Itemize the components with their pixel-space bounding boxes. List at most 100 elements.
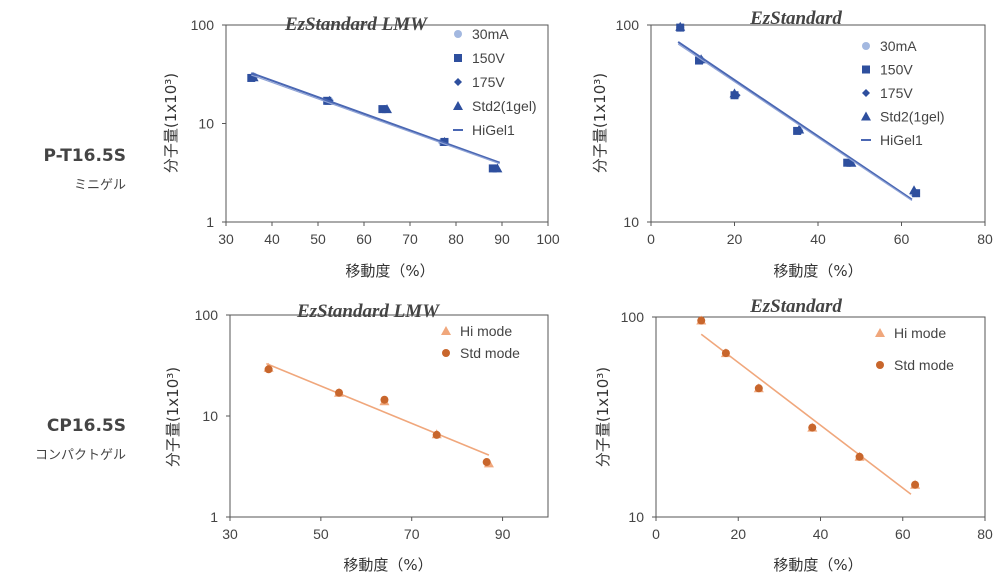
legend-marker bbox=[875, 328, 885, 337]
legend-label: Std mode bbox=[894, 357, 954, 373]
data-point bbox=[482, 458, 491, 467]
x-tick-label: 50 bbox=[313, 526, 329, 542]
x-tick-label: 80 bbox=[448, 231, 464, 247]
x-axis-title: 移動度（%） bbox=[343, 556, 432, 574]
y-tick-label: 10 bbox=[202, 408, 218, 424]
x-tick-label: 30 bbox=[218, 231, 234, 247]
data-point bbox=[335, 388, 344, 397]
y-tick-label: 100 bbox=[195, 307, 219, 323]
legend-label: 30mA bbox=[472, 26, 509, 42]
data-point bbox=[729, 88, 740, 98]
chart-title: EzStandard LMW bbox=[284, 14, 428, 35]
row-label-cp16-5s: CP16.5S コンパクトゲル bbox=[35, 416, 126, 463]
x-tick-label: 80 bbox=[977, 526, 993, 542]
data-point bbox=[754, 384, 763, 393]
legend-label: HiGel1 bbox=[880, 132, 923, 148]
x-tick-label: 50 bbox=[310, 231, 326, 247]
trend-line bbox=[266, 362, 490, 456]
trend-line bbox=[677, 41, 913, 201]
data-point bbox=[721, 349, 730, 358]
legend-label: Hi mode bbox=[894, 325, 946, 341]
y-tick-label: 10 bbox=[623, 214, 639, 230]
data-point bbox=[675, 21, 686, 31]
plot-area bbox=[655, 316, 986, 518]
x-tick-label: 0 bbox=[647, 231, 655, 247]
x-tick-label: 90 bbox=[495, 526, 511, 542]
data-point bbox=[432, 430, 441, 439]
data-point bbox=[855, 452, 864, 461]
y-tick-label: 100 bbox=[191, 17, 215, 33]
x-tick-label: 20 bbox=[727, 231, 743, 247]
data-point bbox=[264, 365, 273, 374]
x-tick-label: 60 bbox=[356, 231, 372, 247]
y-axis-title: 分子量(1x10³) bbox=[162, 73, 180, 173]
legend-label: Std2(1gel) bbox=[472, 98, 537, 114]
y-tick-label: 10 bbox=[628, 509, 644, 525]
data-point bbox=[380, 395, 389, 404]
y-tick-label: 1 bbox=[210, 509, 218, 525]
legend-marker bbox=[861, 111, 871, 121]
data-point bbox=[697, 316, 706, 325]
x-tick-label: 0 bbox=[652, 526, 660, 542]
y-tick-label: 10 bbox=[198, 116, 214, 132]
legend-marker bbox=[876, 361, 884, 369]
legend-label: HiGel1 bbox=[472, 122, 515, 138]
legend-marker bbox=[862, 65, 870, 74]
x-tick-label: 100 bbox=[536, 231, 560, 247]
x-tick-label: 20 bbox=[730, 526, 746, 542]
data-point bbox=[794, 124, 805, 134]
x-tick-label: 30 bbox=[222, 526, 238, 542]
x-tick-label: 70 bbox=[404, 526, 420, 542]
x-tick-label: 60 bbox=[895, 526, 911, 542]
chart-title: EzStandard bbox=[749, 8, 842, 29]
legend-marker bbox=[862, 89, 870, 97]
row-label-main: CP16.5S bbox=[46, 416, 126, 436]
legend-marker bbox=[454, 30, 462, 38]
legend-label: Hi mode bbox=[460, 323, 512, 339]
x-tick-label: 70 bbox=[402, 231, 418, 247]
legend-label: Std2(1gel) bbox=[880, 109, 945, 125]
chart-title: EzStandard bbox=[749, 296, 842, 317]
x-tick-label: 40 bbox=[810, 231, 826, 247]
data-point bbox=[248, 72, 259, 82]
data-point bbox=[911, 480, 920, 489]
x-axis-title: 移動度（%） bbox=[773, 556, 862, 574]
y-tick-label: 1 bbox=[206, 214, 214, 230]
legend-label: 30mA bbox=[880, 38, 917, 54]
chart-title: EzStandard LMW bbox=[296, 301, 440, 322]
x-tick-label: 40 bbox=[813, 526, 829, 542]
x-axis-title: 移動度（%） bbox=[773, 262, 862, 280]
data-point bbox=[382, 104, 392, 114]
data-point bbox=[492, 163, 503, 173]
row-label-sub: コンパクトゲル bbox=[34, 448, 126, 463]
trend-line bbox=[251, 74, 500, 165]
legend-label: 150V bbox=[472, 50, 505, 66]
row-label-sub: ミニゲル bbox=[73, 178, 126, 193]
row-label-main: P-T16.5S bbox=[43, 146, 126, 166]
data-point bbox=[846, 157, 857, 167]
legend-marker bbox=[441, 326, 451, 335]
legend-label: 150V bbox=[880, 62, 913, 78]
legend-marker bbox=[453, 101, 463, 110]
y-tick-label: 100 bbox=[621, 309, 645, 325]
legend-marker bbox=[862, 42, 870, 50]
y-axis-title: 分子量(1x10³) bbox=[164, 367, 182, 467]
legend-label: Std mode bbox=[460, 345, 520, 361]
y-axis-title: 分子量(1x10³) bbox=[591, 73, 609, 173]
x-tick-label: 60 bbox=[894, 231, 910, 247]
x-tick-label: 90 bbox=[494, 231, 510, 247]
x-tick-label: 80 bbox=[977, 231, 993, 247]
legend-marker bbox=[454, 78, 462, 86]
trend-line bbox=[677, 43, 913, 202]
x-tick-label: 40 bbox=[264, 231, 280, 247]
y-tick-label: 100 bbox=[616, 17, 640, 33]
data-point bbox=[909, 185, 920, 195]
y-axis-title: 分子量(1x10³) bbox=[594, 367, 612, 467]
row-label-p-t16-5s: P-T16.5S ミニゲル bbox=[43, 146, 126, 193]
legend-label: 175V bbox=[472, 74, 505, 90]
trend-line bbox=[250, 72, 501, 164]
